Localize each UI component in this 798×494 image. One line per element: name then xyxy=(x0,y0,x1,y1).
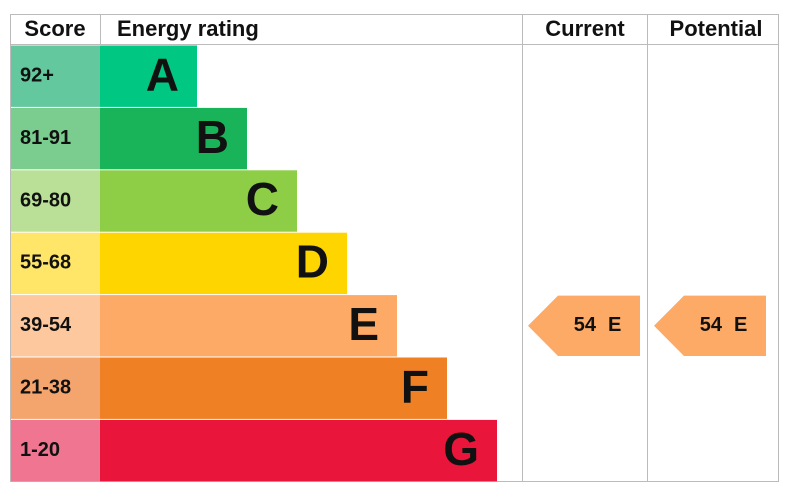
score-label: 81-91 xyxy=(20,127,71,149)
rating-bar xyxy=(100,357,447,419)
score-label: 21-38 xyxy=(20,376,71,398)
score-label: 1-20 xyxy=(20,439,60,461)
rating-letter: F xyxy=(401,360,429,412)
score-cell xyxy=(11,107,100,170)
rating-bar xyxy=(100,419,497,482)
rating-letter: B xyxy=(196,111,229,163)
score-label: 55-68 xyxy=(20,252,71,274)
score-label: 39-54 xyxy=(20,314,72,336)
rating-value: 54 xyxy=(574,314,597,336)
rating-letter: D xyxy=(296,236,329,288)
rating-value: 54 xyxy=(700,314,723,336)
header: Energy rating xyxy=(117,16,259,41)
score-cell xyxy=(11,232,100,295)
header: Current xyxy=(545,16,625,41)
rating-letter: C xyxy=(246,173,279,225)
frame xyxy=(10,14,779,482)
rating-bar xyxy=(100,107,247,170)
rating-arrow xyxy=(654,295,766,356)
rating-letter: A xyxy=(146,48,179,100)
rating-arrow xyxy=(528,295,640,356)
score-cell xyxy=(11,45,100,107)
header: Potential xyxy=(670,16,763,41)
rating-letter-small: E xyxy=(734,314,747,336)
rating-bar xyxy=(100,295,397,357)
rating-bar xyxy=(100,45,197,107)
rating-letter: E xyxy=(348,298,379,350)
score-cell xyxy=(11,295,100,357)
rating-bar xyxy=(100,170,297,232)
rating-letter-small: E xyxy=(608,314,621,336)
score-label: 69-80 xyxy=(20,189,71,211)
rating-bar xyxy=(100,232,347,295)
rating-letter: G xyxy=(443,423,479,475)
header: Score xyxy=(24,16,85,41)
score-label: 92+ xyxy=(20,64,54,86)
score-cell xyxy=(11,419,100,482)
score-cell xyxy=(11,357,100,419)
score-cell xyxy=(11,170,100,232)
